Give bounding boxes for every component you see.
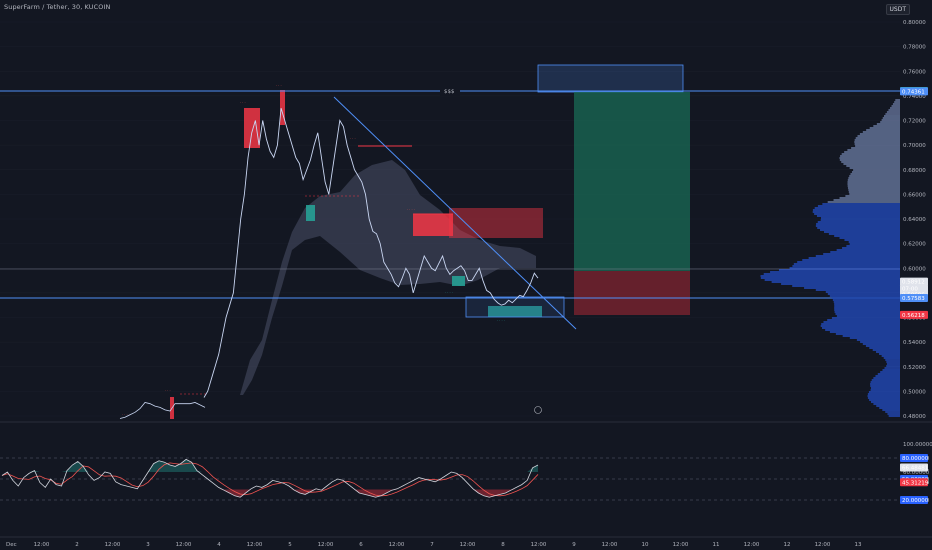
price-tag: 07:00: [902, 287, 918, 293]
time-tick: 2: [75, 542, 79, 548]
descending-trendline: [333, 96, 577, 330]
time-tick: 12:00: [389, 542, 405, 548]
price-tick: 0.76000: [903, 69, 926, 75]
time-tick: Dec: [6, 542, 17, 548]
zone-note-3: · · ·: [350, 137, 356, 141]
time-tick: 12:00: [34, 542, 50, 548]
price-tag-bg: [900, 284, 928, 293]
price-tick: 0.50000: [903, 389, 926, 395]
price-tick: 0.78000: [903, 45, 926, 51]
replay-icon[interactable]: [534, 406, 542, 414]
time-tick: 12:00: [531, 542, 547, 548]
time-tick: 12:00: [247, 542, 263, 548]
oscillator-tick: 60.00000: [903, 470, 930, 476]
time-tick: 3: [146, 542, 150, 548]
supply-zone-3: [413, 214, 453, 236]
price-tag: 0.57583: [902, 296, 925, 302]
price-tick: 0.62000: [903, 242, 926, 248]
price-tag-bg: [900, 277, 928, 286]
liquidity-level-label: $$$: [444, 89, 455, 95]
time-tick: 12:00: [176, 542, 192, 548]
target-zone: [574, 92, 690, 271]
price-tick: 0.70000: [903, 143, 926, 149]
demand-zone-3: [488, 306, 542, 317]
oscillator-tag-bg: [900, 496, 928, 504]
zone-note-5: · · ·: [165, 389, 171, 393]
time-tick: 7: [430, 542, 434, 548]
price-tick: 0.60000: [903, 266, 926, 272]
price-tick: 0.64000: [903, 217, 926, 223]
price-tag: 0.58912: [902, 280, 925, 286]
price-tag: 0.56218: [902, 313, 925, 319]
price-tick: 0.74000: [903, 94, 926, 100]
time-tick: 12:00: [744, 542, 760, 548]
price-series: [203, 108, 539, 398]
time-tick: 12:00: [105, 542, 121, 548]
zone-note-6: · · · ·: [122, 413, 130, 417]
price-tag-bg: [900, 87, 928, 96]
price-tick: 0.48000: [903, 414, 926, 420]
zone-note-1: · · ·: [240, 101, 246, 105]
oscillator-levels: [0, 457, 900, 501]
stop-zone: [574, 271, 690, 315]
price-tick: 0.80000: [903, 20, 926, 26]
price-tick: 0.52000: [903, 365, 926, 371]
price-tag-bg: [900, 294, 928, 303]
oscillator-tag: 80.00000: [902, 456, 929, 462]
zone-note-2: · · ·: [276, 84, 282, 88]
oscillator-tag: 66.48481: [902, 465, 928, 471]
price-series-early: [119, 402, 206, 419]
time-tick: 12:00: [815, 542, 831, 548]
demand-zone-2: [452, 276, 465, 286]
supply-zone-1: [244, 108, 260, 148]
time-tick: 13: [855, 542, 862, 548]
price-tick: 0.72000: [903, 119, 926, 125]
oscillator-tag-bg: [900, 463, 928, 472]
time-tick: 6: [359, 542, 363, 548]
oscillator-line: [1, 458, 539, 498]
oscillator-tag-bg: [900, 454, 928, 462]
zone-note-7: · · · ·: [445, 291, 453, 295]
oscillator-tick: 100.00000: [903, 442, 932, 448]
symbol-label[interactable]: SuperFarm / Tether, 30, KUCOIN: [4, 3, 111, 11]
time-tick: 12:00: [460, 542, 476, 548]
time-tick: 12:00: [673, 542, 689, 548]
price-tick: 0.66000: [903, 192, 926, 198]
time-tick: 12: [784, 542, 791, 548]
price-tick: 0.68000: [903, 168, 926, 174]
zone-note-4: · · · ·: [407, 208, 415, 212]
price-tick: 0.54000: [903, 340, 926, 346]
time-tick: 5: [288, 542, 292, 548]
oscillator-signal-line: [1, 462, 539, 497]
zone-note-8: · · · ·: [497, 319, 505, 323]
time-tick: 12:00: [318, 542, 334, 548]
currency-badge[interactable]: USDT: [885, 4, 910, 15]
time-tick: 11: [713, 542, 720, 548]
supply-zone-4: [449, 208, 543, 238]
time-tick: 10: [642, 542, 649, 548]
demand-box-outline: [465, 296, 565, 318]
supply-zone-2: [280, 90, 285, 125]
price-tag-bg: [900, 310, 928, 319]
oscillator-tag: 45.31219: [902, 480, 929, 486]
time-tick: 8: [501, 542, 505, 548]
time-axis[interactable]: Dec 12:00 2 12:00 3 12:00 4 12:00 5 12:00 6 12:00 7 1…: [0, 536, 932, 548]
price-tags: 0.743950.743610.5891207:000.586860.57583…: [900, 87, 928, 319]
oscillator-tag: 20.00000: [902, 498, 929, 504]
demand-zone-1: [306, 205, 315, 221]
time-tick: 9: [572, 542, 576, 548]
time-tick: 4: [217, 542, 221, 548]
oscillator-tag-bg: [900, 478, 928, 487]
volume-profile: [760, 99, 900, 417]
price-tag: 0.74361: [902, 89, 925, 95]
entry-box: [537, 64, 684, 93]
time-tick: 12:00: [602, 542, 618, 548]
